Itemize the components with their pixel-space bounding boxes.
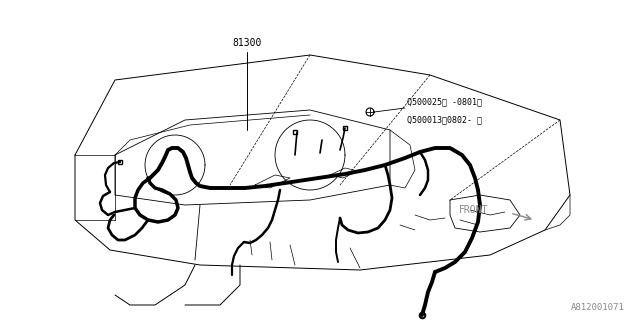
Text: Q500025〈 -0801〉: Q500025〈 -0801〉 [407, 97, 482, 106]
Text: 81300: 81300 [232, 38, 262, 48]
Text: FRONT: FRONT [459, 205, 488, 215]
Text: A812001071: A812001071 [572, 303, 625, 312]
Text: Q500013〈0802- 〉: Q500013〈0802- 〉 [407, 115, 482, 124]
